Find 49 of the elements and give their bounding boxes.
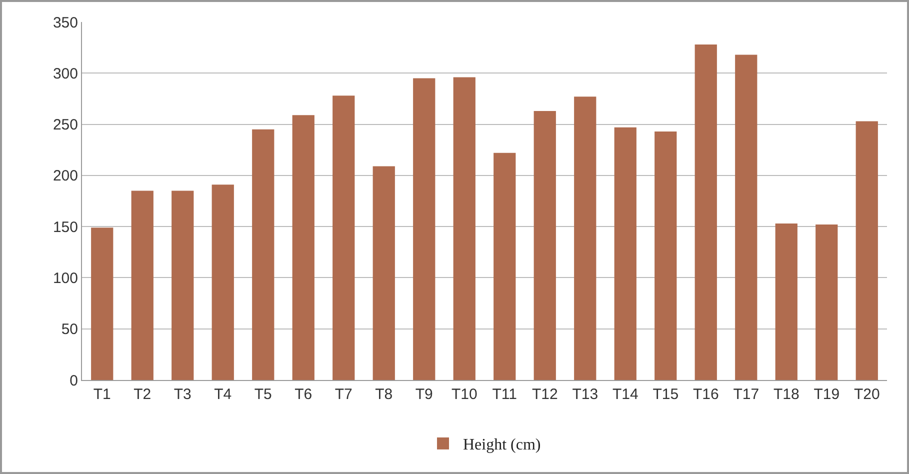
bar [413, 78, 436, 380]
x-tick-label: T5 [254, 386, 272, 403]
bar [614, 127, 636, 380]
bar [172, 190, 194, 380]
bar [252, 129, 274, 380]
x-tick-label: T10 [451, 386, 478, 403]
x-tick-label: T11 [492, 386, 517, 403]
x-tick-label: T6 [294, 386, 312, 403]
x-tick-label: T15 [652, 386, 679, 403]
bar [816, 224, 838, 380]
x-tick-label: T16 [692, 386, 719, 403]
bar [775, 224, 798, 380]
x-tick-label: T9 [415, 386, 433, 403]
bar [131, 190, 154, 380]
bar [694, 44, 717, 380]
x-tick-label: T1 [93, 386, 111, 403]
bar [453, 77, 476, 380]
bar [332, 96, 355, 380]
y-tick-label: 200 [52, 168, 78, 185]
bar [372, 166, 395, 380]
bar [494, 152, 516, 380]
y-tick-label: 150 [52, 218, 78, 236]
y-tick-label: 250 [52, 116, 78, 134]
x-tick-label: T2 [134, 386, 152, 403]
legend-label: Height (cm) [463, 436, 541, 454]
x-tick-label: T8 [375, 386, 393, 403]
bar [654, 131, 677, 380]
y-tick-label: 0 [70, 372, 78, 390]
x-tick-label: T17 [733, 386, 760, 403]
x-tick-label: T7 [334, 386, 352, 403]
x-tick-label: T4 [214, 386, 232, 403]
x-tick-label: T14 [612, 386, 638, 403]
y-tick-label: 350 [52, 14, 78, 32]
x-tick-label: T18 [773, 386, 800, 403]
y-tick-label: 100 [52, 270, 78, 287]
x-tick-label: T20 [854, 386, 880, 403]
x-tick-label: T13 [572, 386, 598, 403]
x-tick-label: T12 [532, 386, 558, 403]
x-tick-label: T19 [814, 386, 840, 403]
bar [574, 96, 596, 380]
bar [212, 184, 234, 380]
bar [91, 228, 114, 380]
bar [735, 54, 758, 380]
bar [856, 121, 878, 380]
y-tick-label: 300 [52, 65, 78, 82]
x-tick-label: T3 [174, 386, 192, 403]
bar [292, 115, 314, 380]
y-tick-label: 50 [61, 321, 78, 338]
bar [534, 110, 556, 380]
